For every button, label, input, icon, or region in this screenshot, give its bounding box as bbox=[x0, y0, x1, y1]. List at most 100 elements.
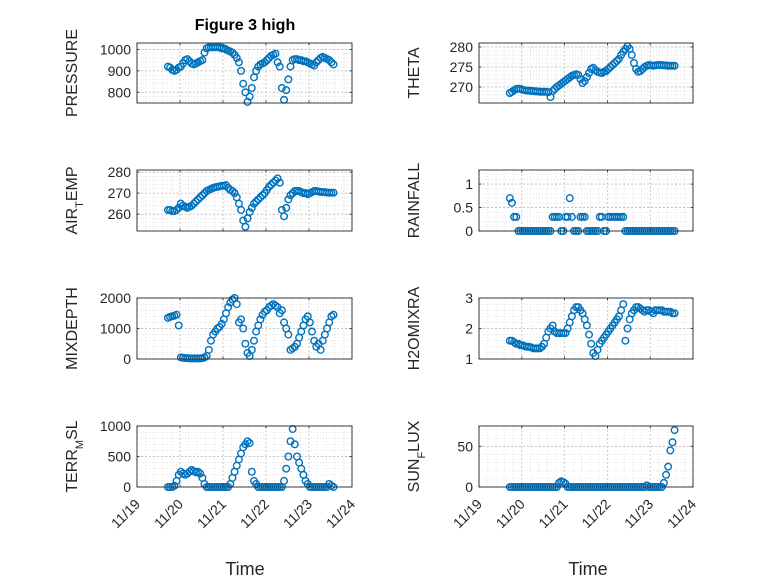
y-axis-label: PRESSURE bbox=[64, 29, 81, 117]
y-tick-label: 50 bbox=[457, 438, 473, 454]
panel-mixdepth: 0 1000 2000 MIXDEPTH bbox=[64, 287, 353, 370]
panel-rainfall: 0 0.5 1 RAINFALL bbox=[406, 163, 694, 239]
data-point bbox=[224, 303, 233, 312]
data-point bbox=[237, 66, 246, 75]
data-point bbox=[670, 426, 679, 435]
data-point bbox=[237, 315, 246, 324]
data-point bbox=[559, 478, 568, 487]
data-point bbox=[565, 194, 574, 203]
data-point bbox=[664, 462, 673, 471]
figure-title: Figure 3 high bbox=[195, 17, 295, 34]
data-point bbox=[275, 178, 284, 187]
data-point bbox=[591, 66, 600, 75]
data-point bbox=[670, 61, 679, 70]
data-point bbox=[237, 205, 246, 214]
data-point bbox=[194, 195, 203, 204]
data-point bbox=[580, 76, 589, 85]
data-point bbox=[252, 66, 261, 75]
data-point bbox=[636, 66, 645, 75]
panel-pressure: 800 900 1000 PRESSURE bbox=[64, 29, 353, 117]
data-point bbox=[666, 446, 675, 455]
data-point bbox=[247, 83, 256, 92]
y-tick-label: 280 bbox=[108, 164, 132, 180]
data-point bbox=[194, 467, 203, 476]
data-point bbox=[627, 51, 636, 60]
data-point bbox=[582, 321, 591, 330]
y-tick-label: 3 bbox=[465, 290, 473, 306]
x-tick-label: 11/22 bbox=[237, 496, 273, 532]
data-point bbox=[580, 212, 589, 221]
data-point bbox=[623, 324, 632, 333]
data-point bbox=[241, 339, 250, 348]
panel-sun-flux: 11/19 11/20 11/21 11/22 11/23 11/24 0 50 SUNFLUX bbox=[406, 420, 699, 531]
data-point bbox=[258, 191, 267, 200]
data-point bbox=[512, 212, 521, 221]
data-point bbox=[561, 329, 570, 338]
data-point bbox=[265, 182, 274, 191]
data-point bbox=[619, 300, 628, 309]
axes-background bbox=[137, 43, 352, 103]
x-tick-label: 11/21 bbox=[535, 496, 571, 532]
y-tick-label: 275 bbox=[450, 59, 474, 75]
y-axis-label: THETA bbox=[406, 47, 423, 99]
data-point bbox=[308, 327, 317, 336]
y-tick-label: 1000 bbox=[100, 321, 131, 337]
data-point bbox=[582, 72, 591, 81]
axes-background bbox=[137, 298, 352, 359]
data-point bbox=[200, 48, 209, 57]
x-tick-label: 11/22 bbox=[578, 496, 614, 532]
y-tick-label: 900 bbox=[108, 63, 132, 79]
y-tick-label: 260 bbox=[108, 206, 132, 222]
x-tick-label: 11/23 bbox=[621, 496, 657, 532]
y-tick-label: 0 bbox=[123, 351, 131, 367]
y-tick-label: 1 bbox=[465, 351, 473, 367]
data-point bbox=[232, 54, 241, 63]
data-point bbox=[659, 478, 668, 487]
data-point bbox=[565, 73, 574, 82]
data-point bbox=[621, 336, 630, 345]
data-point bbox=[260, 58, 269, 67]
data-point bbox=[239, 324, 248, 333]
data-point bbox=[286, 191, 295, 200]
y-tick-label: 2 bbox=[465, 321, 473, 337]
data-point bbox=[280, 212, 289, 221]
data-point bbox=[316, 345, 325, 354]
data-point bbox=[252, 197, 261, 206]
data-point bbox=[668, 438, 677, 447]
data-point bbox=[256, 193, 265, 202]
data-point bbox=[245, 208, 254, 217]
axes-background bbox=[479, 426, 693, 487]
data-point bbox=[662, 470, 671, 479]
y-tick-label: 800 bbox=[108, 84, 132, 100]
data-point bbox=[232, 300, 241, 309]
data-point bbox=[228, 48, 237, 57]
x-tick-label: 11/23 bbox=[280, 496, 316, 532]
data-point bbox=[273, 58, 282, 67]
data-point bbox=[589, 63, 598, 72]
data-point bbox=[172, 310, 181, 319]
axes-box bbox=[478, 425, 694, 488]
data-point bbox=[243, 437, 252, 446]
panel-theta: 270 275 280 THETA bbox=[406, 39, 694, 104]
data-point bbox=[327, 58, 336, 67]
data-point bbox=[329, 310, 338, 319]
xlabel-right: Time bbox=[568, 559, 607, 579]
data-point bbox=[247, 345, 256, 354]
data-point bbox=[305, 318, 314, 327]
data-point bbox=[505, 194, 514, 203]
data-point bbox=[282, 464, 291, 473]
y-tick-label: 280 bbox=[450, 39, 474, 55]
x-tick-label: 11/21 bbox=[194, 496, 230, 532]
data-point bbox=[284, 75, 293, 84]
data-point bbox=[189, 199, 198, 208]
data-point bbox=[325, 56, 334, 65]
data-point bbox=[247, 467, 256, 476]
y-tick-label: 270 bbox=[108, 185, 132, 201]
data-point bbox=[196, 469, 205, 478]
data-point bbox=[271, 49, 280, 58]
y-axis-label: MIXDEPTH bbox=[64, 287, 81, 370]
data-point bbox=[587, 339, 596, 348]
data-point bbox=[187, 201, 196, 210]
data-point bbox=[312, 58, 321, 67]
axes-box bbox=[478, 42, 694, 104]
